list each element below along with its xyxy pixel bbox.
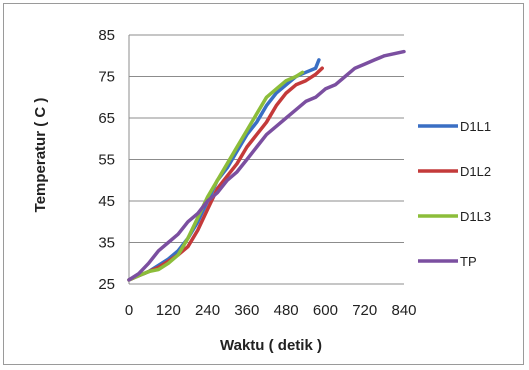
y-tick-label: 55 bbox=[98, 152, 115, 169]
x-axis-title: Waktu ( detik ) bbox=[220, 337, 322, 354]
x-tick-label: 480 bbox=[274, 302, 299, 319]
y-tick-label: 85 bbox=[98, 27, 115, 44]
legend-label-tp: TP bbox=[460, 254, 477, 269]
chart-frame bbox=[3, 3, 524, 365]
series-line-tp bbox=[127, 49, 406, 282]
y-tick-label: 75 bbox=[98, 69, 115, 86]
x-tick-label: 240 bbox=[195, 302, 220, 319]
y-tick-label: 25 bbox=[98, 276, 115, 293]
tick-labels: 25 35 45 55 65 75 85 0 120 240 360 480 600 720 840 bbox=[98, 27, 416, 319]
legend-label-d1l2: D1L2 bbox=[460, 164, 491, 179]
x-tick-label: 840 bbox=[391, 302, 416, 319]
x-tick-label: 600 bbox=[313, 302, 338, 319]
series-lines bbox=[127, 49, 406, 282]
axes bbox=[128, 35, 404, 285]
y-tick-label: 45 bbox=[98, 193, 115, 210]
legend-label-d1l1: D1L1 bbox=[460, 119, 491, 134]
y-tick-label: 65 bbox=[98, 110, 115, 127]
y-axis-title: Temperatur ( C ) bbox=[32, 98, 49, 213]
series-line-d1l3 bbox=[127, 70, 305, 282]
x-tick-label: 0 bbox=[125, 302, 133, 319]
x-tick-label: 120 bbox=[156, 302, 181, 319]
y-tick-label: 35 bbox=[98, 235, 115, 252]
legend-label-d1l3: D1L3 bbox=[460, 209, 491, 224]
grid-lines bbox=[129, 34, 404, 243]
series-line-d1l2 bbox=[127, 66, 324, 282]
x-tick-label: 720 bbox=[352, 302, 377, 319]
x-tick-label: 360 bbox=[234, 302, 259, 319]
legend: D1L1 D1L2 D1L3 TP bbox=[418, 119, 491, 269]
